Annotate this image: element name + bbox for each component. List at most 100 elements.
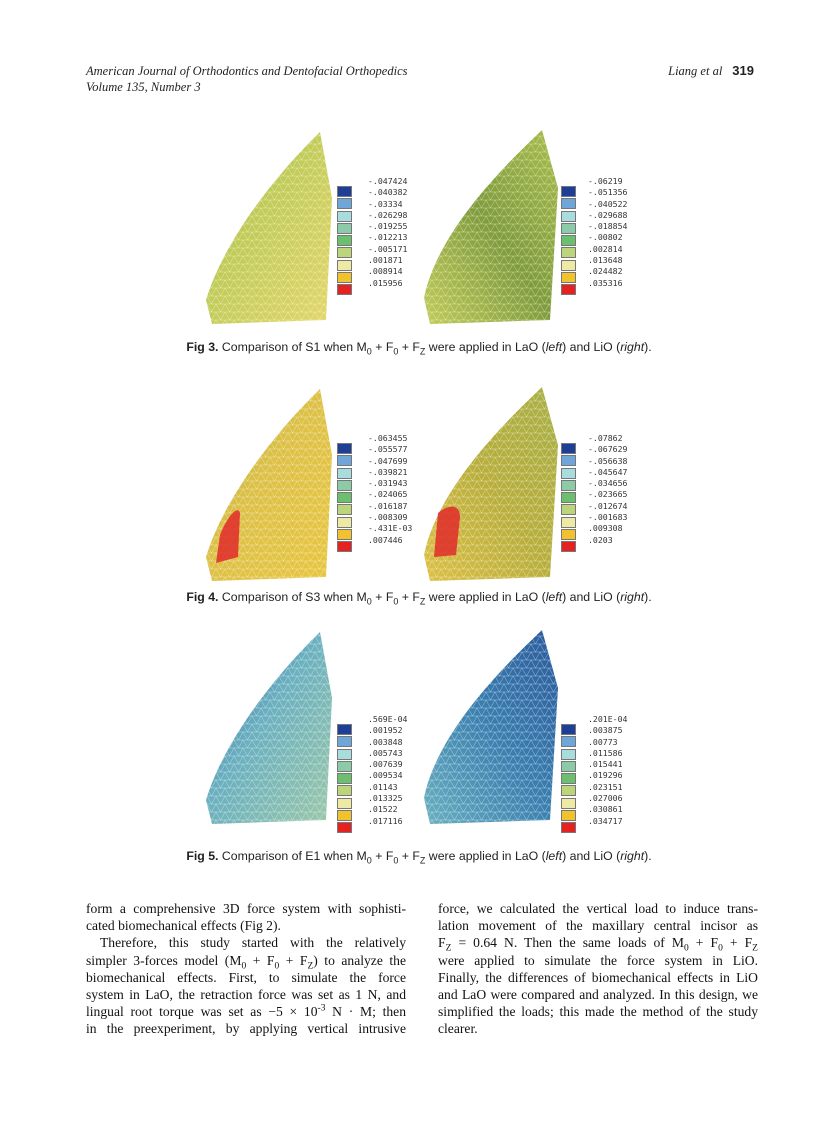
legend-swatch <box>337 504 352 516</box>
legend-swatch <box>561 516 576 528</box>
legend-value: .015441 <box>588 759 623 770</box>
figure-5: .569E-04.001952.003848.005743.007639.009… <box>198 628 643 834</box>
legend-value: -.045647 <box>588 466 628 477</box>
legend-value: -.031943 <box>368 478 408 489</box>
figure-3: -.047424 -.040382 -.03334 -.026298 -.019255-… <box>198 128 643 328</box>
legend-value: -.063455 <box>368 433 408 443</box>
text-line: Finally, the differences of biomechanica… <box>438 969 758 986</box>
caption-sub: 0 <box>366 855 372 866</box>
legend-value: .007639 <box>368 759 403 770</box>
text-segment: lingual root torque was set as −5 × 10 <box>86 1004 318 1020</box>
text-segment: + F <box>279 952 308 968</box>
legend-value: .001952 <box>368 725 403 736</box>
legend-value: -.016187 <box>368 500 408 511</box>
legend-values-left: -.047424 -.040382 -.03334 -.026298 -.019255-… <box>368 176 407 289</box>
text-segment: biomechanical effects. First, to simulat… <box>86 969 406 985</box>
legend-swatches-right <box>561 443 576 554</box>
legend-swatch <box>337 222 352 234</box>
legend-value: -.001683 <box>588 512 628 523</box>
legend-swatch <box>337 467 352 479</box>
legend-value: .569E-04 <box>368 714 408 724</box>
legend-value: .015956 <box>368 277 403 288</box>
legend-swatch <box>561 724 576 735</box>
text-sub: Z <box>752 944 758 955</box>
body-column-right: force, we calculated the vertical load t… <box>438 900 758 1038</box>
caption-left: left <box>545 590 563 604</box>
text-segment: and LaO were compared and analyzed. In t… <box>438 986 758 1002</box>
legend-value: .002814 <box>588 243 623 254</box>
legend-value: -.067629 <box>588 444 628 455</box>
caption-text: ). <box>644 340 652 354</box>
caption-sub: 0 <box>366 346 372 357</box>
tooth-model-lio <box>424 130 558 324</box>
text-segment: N · M; then <box>325 1004 406 1020</box>
legend-swatch <box>561 504 576 516</box>
legend-value: .011586 <box>588 747 623 758</box>
legend-value: -.00802 <box>588 232 623 243</box>
figure-4-caption: Fig 4. Comparison of S3 when M0 + F0 + F… <box>0 590 838 606</box>
caption-sub: Z <box>419 596 426 607</box>
legend-swatch <box>337 810 352 822</box>
legend-value: .017116 <box>368 815 403 826</box>
legend-value: .007446 <box>368 534 403 545</box>
legend-swatch <box>337 259 352 271</box>
legend-value: .003875 <box>588 725 623 736</box>
caption-text: + F <box>371 590 394 604</box>
legend-values-right: -.06219 -.051356 -.040522 -.029688 -.018854-… <box>588 176 627 289</box>
text-segment: ) to analyze the <box>313 952 406 968</box>
caption-right: right <box>620 340 645 354</box>
text-line: biomechanical effects. First, to simulat… <box>86 969 406 986</box>
figure-label: Fig 5. <box>186 849 219 863</box>
caption-text: Comparison of E1 when M <box>221 849 367 863</box>
caption-sub: 0 <box>393 855 399 866</box>
figure-3-caption: Fig 3. Comparison of S1 when M0 + F0 + F… <box>0 340 838 356</box>
caption-text: ) and LiO ( <box>562 340 621 354</box>
caption-text: + F <box>371 340 394 354</box>
legend-swatch <box>337 210 352 222</box>
legend-swatch <box>337 724 352 735</box>
text-segment: system in LaO, the retraction force was … <box>86 986 406 1002</box>
text-line: and LaO were compared and analyzed. In t… <box>438 986 758 1003</box>
text-segment: were applied to simulate the force syste… <box>438 952 758 968</box>
legend-swatches-left <box>337 186 352 297</box>
legend-swatch <box>561 748 576 760</box>
legend-values-right: .201E-04.003875.00773.011586.015441.0192… <box>588 714 627 827</box>
legend-values-left: -.063455 -.055577 -.047699 -.039821 -.031943… <box>368 433 412 546</box>
text-sub: 0 <box>718 944 723 955</box>
legend-value: -.047424 <box>368 176 408 186</box>
caption-text: Comparison of S3 when M <box>221 590 367 604</box>
legend-value: .005743 <box>368 747 403 758</box>
caption-text: Comparison of S1 when M <box>221 340 367 354</box>
legend-swatch <box>337 284 352 296</box>
legend-swatch <box>561 210 576 222</box>
fea-stress-image <box>206 130 558 324</box>
legend-swatch <box>561 443 576 454</box>
legend-swatch <box>561 810 576 822</box>
legend-swatch <box>337 748 352 760</box>
legend-value: -.012674 <box>588 500 628 511</box>
legend-value: -.034656 <box>588 478 628 489</box>
legend-swatch <box>561 186 576 197</box>
legend-swatch <box>561 247 576 259</box>
legend-value: -.039821 <box>368 466 408 477</box>
legend-swatch <box>337 479 352 491</box>
text-sub: 0 <box>274 961 280 972</box>
legend-swatch <box>561 541 576 553</box>
legend-value: -.051356 <box>588 187 628 198</box>
caption-text: ) and LiO ( <box>562 849 621 863</box>
legend-swatch <box>561 529 576 541</box>
legend-swatch <box>561 259 576 271</box>
tooth-model-lao <box>206 632 332 824</box>
text-sup: -3 <box>317 1003 326 1014</box>
legend-value: -.023665 <box>588 489 628 500</box>
legend-value: .023151 <box>588 781 623 792</box>
legend-value: -.055577 <box>368 444 408 455</box>
legend-swatch <box>561 773 576 785</box>
caption-text: ). <box>644 590 652 604</box>
caption-text: + F <box>398 590 420 604</box>
legend-swatch <box>561 222 576 234</box>
legend-swatch <box>337 186 352 197</box>
legend-swatch <box>561 785 576 797</box>
text-segment: Therefore, this study started with the r… <box>100 935 406 951</box>
tooth-model-lio <box>424 387 558 581</box>
